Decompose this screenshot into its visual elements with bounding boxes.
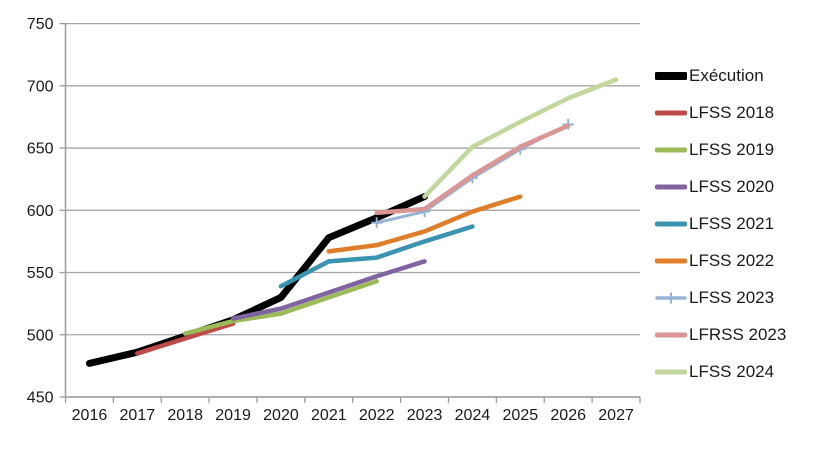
y-axis-tick-label: 450: [27, 390, 54, 407]
legend-item-lfrss-2023: LFRSS 2023: [655, 316, 786, 353]
legend-swatch-lfss-2022: [655, 258, 687, 263]
legend-swatch-lfss-2018: [655, 110, 687, 115]
legend-item-lfss-2024: LFSS 2024: [655, 353, 786, 390]
series-line: [422, 77, 619, 199]
series-line: [374, 123, 571, 216]
legend-swatch-lfss-2024: [655, 369, 687, 374]
x-axis-tick-label: 2019: [215, 407, 251, 424]
legend-swatch-lfrss-2023: [655, 332, 687, 337]
legend-label: LFRSS 2023: [689, 324, 787, 344]
y-axis-tick-label: 650: [27, 141, 54, 158]
legend-label: LFSS 2020: [689, 176, 775, 196]
y-axis-tick-label: 750: [27, 16, 54, 33]
x-axis-tick-label: 2021: [311, 407, 347, 424]
series-line: [230, 259, 427, 321]
x-axis-tick-label: 2027: [598, 407, 634, 424]
legend-label: LFSS 2022: [689, 250, 775, 270]
x-axis-tick-label: 2016: [72, 407, 108, 424]
series-line: [135, 321, 236, 356]
x-axis-tick-label: 2017: [120, 407, 156, 424]
legend-label: Exécution: [689, 65, 764, 85]
y-axis-tick-label: 600: [27, 203, 54, 220]
x-axis-tick-label: 2018: [167, 407, 203, 424]
legend-label: LFSS 2023: [689, 287, 775, 307]
legend-item-lfss-2019: LFSS 2019: [655, 131, 786, 168]
x-axis-tick-label: 2024: [455, 407, 491, 424]
legend-label: LFSS 2019: [689, 139, 775, 159]
legend-swatch-lfss-2021: [655, 221, 687, 226]
legend-item-execution: Exécution: [655, 57, 786, 94]
x-axis-tick-label: 2020: [263, 407, 299, 424]
chart-legend: Exécution LFSS 2018 LFSS 2019 LFSS 2020 …: [655, 57, 786, 390]
y-axis-tick-label: 550: [27, 265, 54, 282]
y-axis-tick-label: 700: [27, 78, 54, 95]
x-axis-tick-label: 2025: [503, 407, 539, 424]
legend-item-lfss-2020: LFSS 2020: [655, 168, 786, 205]
legend-label: LFSS 2018: [689, 102, 775, 122]
legend-swatch-execution: [655, 71, 687, 80]
legend-label: LFSS 2021: [689, 213, 775, 233]
legend-swatch-lfss-2019: [655, 147, 687, 152]
series-line: [182, 278, 379, 336]
legend-item-lfss-2021: LFSS 2021: [655, 205, 786, 242]
y-axis-tick-label: 500: [27, 327, 54, 344]
series-line: [326, 194, 523, 254]
series-line: [278, 224, 475, 289]
x-axis-tick-label: 2023: [407, 407, 443, 424]
legend-item-lfss-2022: LFSS 2022: [655, 242, 786, 279]
x-axis-tick-label: 2022: [359, 407, 395, 424]
legend-label: LFSS 2024: [689, 361, 775, 381]
legend-item-lfss-2018: LFSS 2018: [655, 94, 786, 131]
x-axis-tick-label: 2026: [550, 407, 586, 424]
legend-item-lfss-2023: LFSS 2023: [655, 279, 786, 316]
legend-swatch-lfss-2023: [655, 292, 687, 303]
legend-swatch-lfss-2020: [655, 184, 687, 189]
